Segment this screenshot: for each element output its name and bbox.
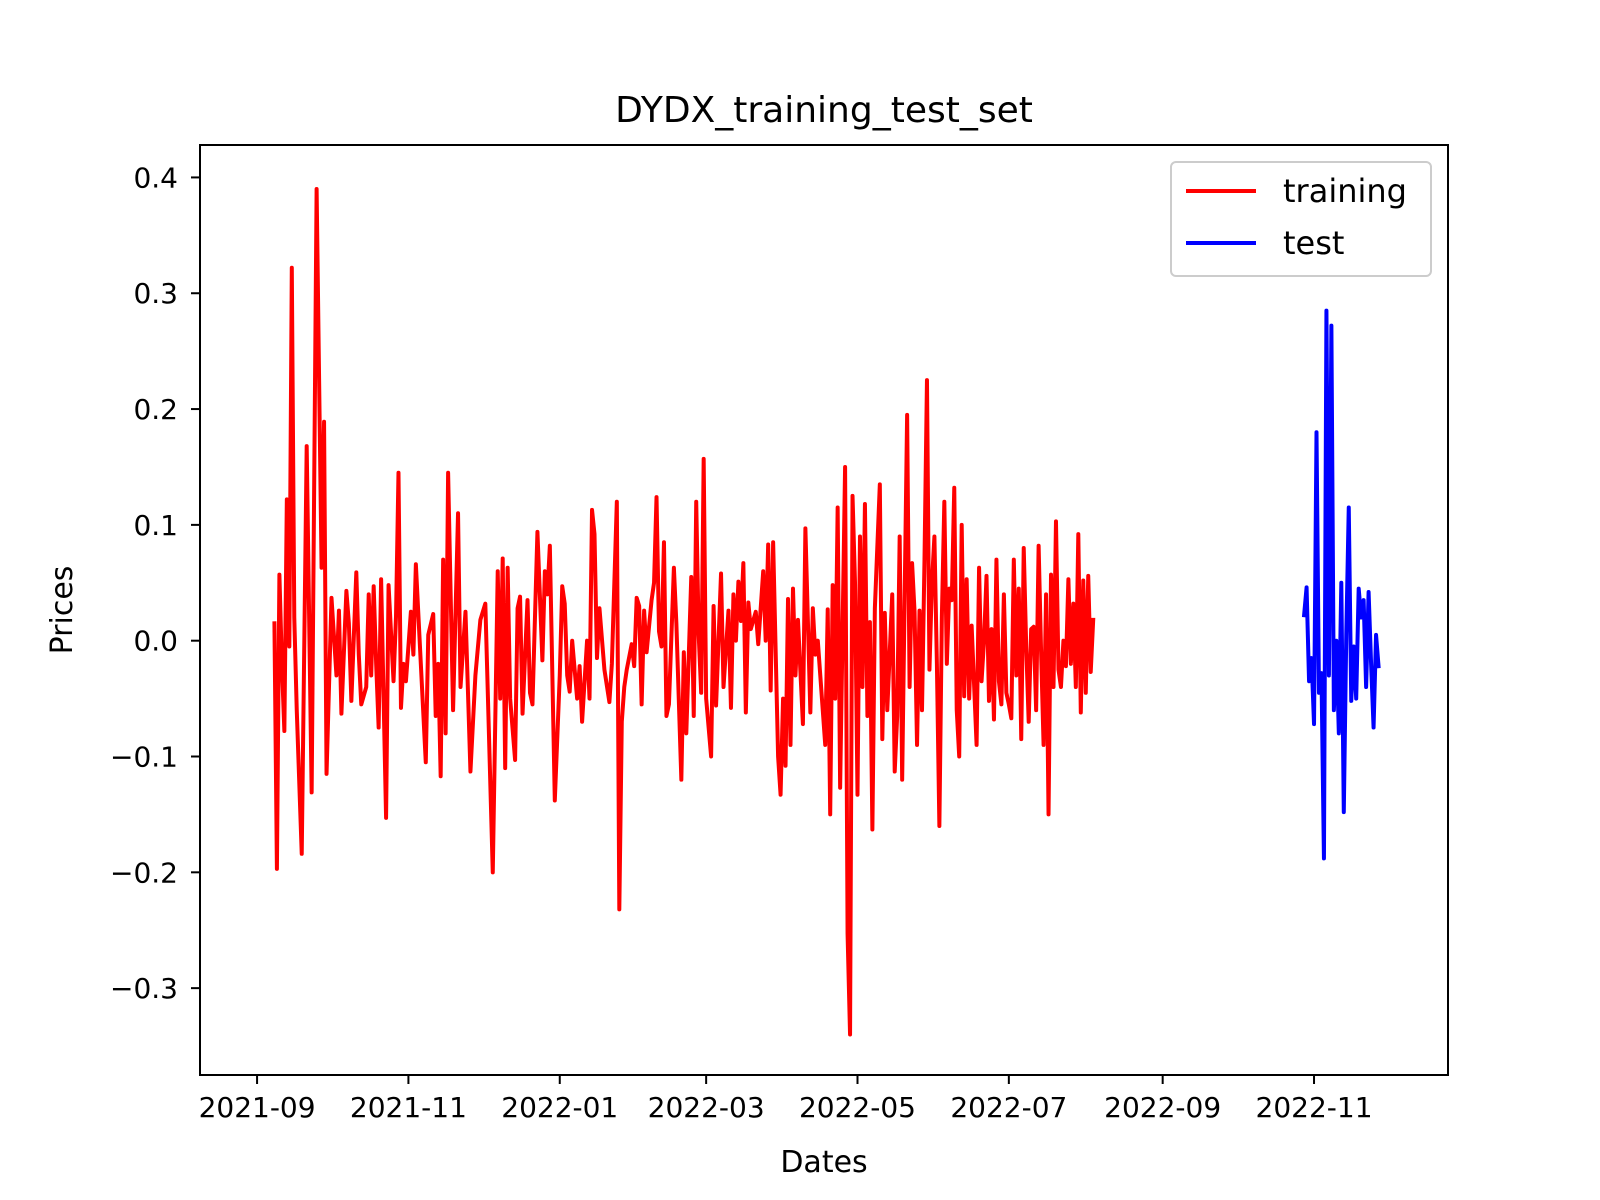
y-tick-label: 0.4 [133, 161, 178, 194]
y-tick-label: −0.1 [110, 741, 178, 774]
x-axis: 2021-09 2021-11 2022-01 2022-03 2022-05 2022-… [199, 1075, 1373, 1124]
series-layer [272, 187, 1381, 1037]
x-tick-label: 2022-07 [950, 1091, 1067, 1124]
y-axis-label: Prices [45, 566, 80, 655]
y-axis: −0.3 −0.2 −0.1 0.0 0.1 0.2 0.3 0.4 [110, 161, 200, 1005]
y-tick-label: −0.2 [110, 856, 178, 889]
x-tick-label: 2022-11 [1256, 1091, 1373, 1124]
plot-frame [199, 144, 1449, 1076]
y-tick-label: 0.0 [133, 625, 178, 658]
y-tick-label: 0.2 [133, 393, 178, 426]
x-axis-label: Dates [780, 1145, 867, 1180]
y-tick-label: −0.3 [110, 972, 178, 1005]
y-tick-label: 0.1 [133, 509, 178, 542]
x-tick-label: 2022-05 [799, 1091, 916, 1124]
x-tick-label: 2022-01 [501, 1091, 618, 1124]
x-tick-label: 2021-09 [199, 1091, 316, 1124]
chart-title: DYDX_training_test_set [615, 90, 1033, 131]
legend-label-test: test [1283, 224, 1344, 262]
x-tick-label: 2021-11 [350, 1091, 467, 1124]
series-line-test [1301, 308, 1381, 861]
y-tick-label: 0.3 [133, 277, 178, 310]
legend-label-training: training [1283, 172, 1407, 210]
legend: training test [1170, 161, 1432, 277]
x-tick-label: 2022-09 [1104, 1091, 1221, 1124]
x-tick-label: 2022-03 [648, 1091, 765, 1124]
series-line-training [272, 187, 1096, 1037]
